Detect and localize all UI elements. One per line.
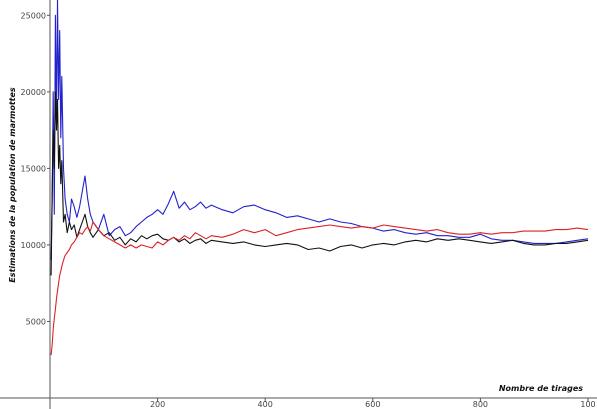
ticks-layer: 200 400 600 800 100 5000 10000 15000 20000 25000: [21, 11, 596, 409]
y-axis-title: Estimations de la population de marmotte…: [8, 87, 17, 283]
series-line-2: [50, 91, 589, 276]
series-line-3: [50, 221, 589, 356]
y-tick-label: 10000: [21, 241, 46, 250]
y-tick-label: 15000: [21, 164, 46, 173]
y-tick-label: 20000: [21, 88, 46, 97]
y-tick-label: 5000: [26, 317, 46, 326]
x-tick-label: 100: [580, 400, 595, 409]
series-line-1: [50, 0, 589, 261]
x-tick-label: 200: [150, 400, 165, 409]
y-tick-label: 25000: [21, 11, 46, 20]
x-tick-label: 400: [258, 400, 273, 409]
x-tick-label: 600: [365, 400, 380, 409]
x-axis-title: Nombre de tirages: [499, 384, 583, 393]
x-tick-label: 800: [473, 400, 488, 409]
series-layer: [50, 0, 589, 356]
